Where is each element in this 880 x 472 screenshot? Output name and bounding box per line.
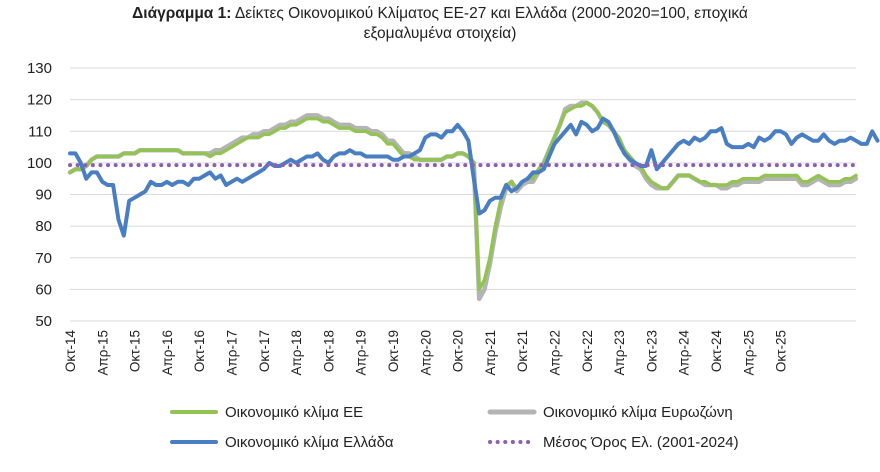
x-tick-label: Οκτ-23 bbox=[644, 330, 659, 372]
series-line-2 bbox=[68, 116, 880, 238]
y-tick-label: 80 bbox=[35, 218, 52, 235]
series-line-0 bbox=[68, 101, 858, 292]
chart-title: Διάγραμμα 1: Δείκτες Οικονομικού Κλίματο… bbox=[0, 4, 880, 44]
x-tick-label: Απρ-15 bbox=[95, 330, 110, 376]
x-tick-label: Οκτ-22 bbox=[580, 330, 595, 372]
legend-label: Μέσος Όρος Ελ. (2001-2024) bbox=[543, 434, 739, 451]
y-tick-label: 100 bbox=[27, 155, 52, 172]
series-lines bbox=[67, 100, 880, 302]
y-tick-label: 120 bbox=[27, 92, 52, 109]
legend-label: Οικονομικό κλίμα Ελλάδα bbox=[225, 434, 394, 451]
x-tick-label: Οκτ-20 bbox=[451, 330, 466, 372]
x-tick-label: Οκτ-16 bbox=[192, 330, 207, 372]
x-tick-label: Οκτ-18 bbox=[321, 330, 336, 372]
y-tick-label: 50 bbox=[35, 313, 52, 330]
x-tick-label: Απρ-22 bbox=[548, 330, 563, 376]
x-tick-label: Οκτ-15 bbox=[128, 330, 143, 372]
y-tick-label: 130 bbox=[27, 60, 52, 77]
chart-title-line1: Διάγραμμα 1: Δείκτες Οικονομικού Κλίματο… bbox=[0, 4, 880, 24]
y-tick-label: 90 bbox=[35, 187, 52, 204]
x-tick-label: Απρ-16 bbox=[160, 330, 175, 376]
y-tick-label: 110 bbox=[28, 123, 52, 140]
x-tick-label: Οκτ-19 bbox=[386, 330, 401, 372]
x-tick-label: Απρ-25 bbox=[741, 330, 756, 376]
x-tick-label: Απρ-23 bbox=[612, 330, 627, 376]
legend-label: Οικονομικό κλίμα Ευρωζώνη bbox=[543, 404, 733, 421]
x-tick-label: Οκτ-21 bbox=[515, 330, 530, 372]
x-tick-label: Οκτ-14 bbox=[63, 330, 78, 373]
x-tick-label: Οκτ-24 bbox=[709, 330, 724, 373]
gridlines bbox=[70, 67, 856, 322]
x-tick-label: Απρ-18 bbox=[289, 330, 304, 376]
legend-label: Οικονομικό κλίμα ΕΕ bbox=[225, 404, 363, 421]
x-tick-label: Απρ-20 bbox=[418, 330, 433, 376]
chart-title-text: Δείκτες Οικονομικού Κλίματος ΕΕ-27 και Ε… bbox=[234, 5, 748, 22]
y-tick-label: 70 bbox=[35, 250, 52, 267]
legend: Οικονομικό κλίμα ΕΕ Οικονομικό κλίμα Ευρω… bbox=[170, 404, 739, 451]
y-tick-label: 60 bbox=[35, 281, 52, 298]
x-tick-label: Απρ-19 bbox=[354, 330, 369, 376]
x-axis-ticks: Οκτ-14 Απρ-15 Οκτ-15 Απρ-16 Οκτ-16 Απρ-17 Οκτ-… bbox=[63, 330, 789, 376]
y-axis-ticks: 50 60 70 80 90 100 110 120 130 bbox=[27, 60, 52, 330]
x-tick-label: Οκτ-17 bbox=[257, 330, 272, 372]
x-tick-label: Απρ-21 bbox=[483, 330, 498, 376]
x-tick-label: Απρ-24 bbox=[677, 330, 692, 376]
chart-subtitle: εξομαλυμένα στοιχεία) bbox=[363, 25, 517, 42]
x-tick-label: Απρ-17 bbox=[225, 330, 240, 376]
chart-title-label: Διάγραμμα 1: bbox=[132, 5, 232, 22]
x-tick-label: Οκτ-25 bbox=[774, 330, 789, 372]
